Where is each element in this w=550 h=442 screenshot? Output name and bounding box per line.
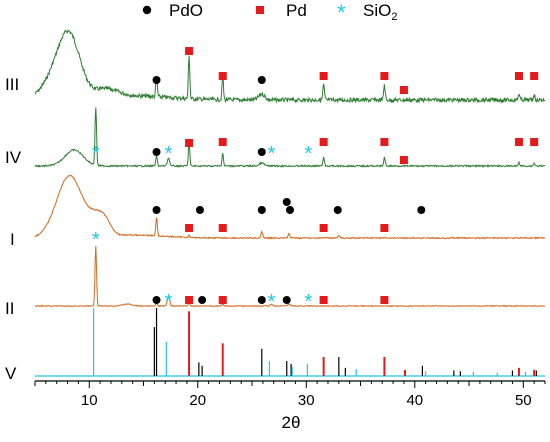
pd-marker bbox=[530, 72, 539, 80]
pd-marker bbox=[399, 86, 408, 94]
series-labels: III IV I II V bbox=[5, 75, 22, 383]
series-label-ii: II bbox=[5, 299, 14, 318]
pd-marker bbox=[399, 156, 408, 164]
pd-marker bbox=[380, 224, 389, 232]
x-axis-label: 2θ bbox=[282, 413, 301, 432]
legend-pd-marker bbox=[256, 6, 264, 14]
pdo-marker bbox=[198, 296, 207, 304]
pd-marker bbox=[218, 224, 227, 232]
sio2-marker: * bbox=[268, 291, 276, 313]
x-tick-label: 40 bbox=[406, 392, 423, 409]
pd-marker bbox=[218, 72, 227, 80]
legend-sio2-label-sub: 2 bbox=[391, 11, 397, 23]
trace-iv bbox=[34, 107, 546, 169]
pdo-marker bbox=[417, 206, 426, 214]
legend-sio2-marker: * bbox=[337, 0, 346, 25]
pdo-marker bbox=[286, 206, 294, 214]
sio2-marker: * bbox=[92, 229, 100, 251]
legend-pdo-label: PdO bbox=[169, 1, 203, 20]
trace-iii bbox=[34, 29, 546, 104]
x-tick-label: 10 bbox=[81, 392, 98, 409]
x-tick-label: 50 bbox=[515, 392, 532, 409]
series-label-iii: III bbox=[5, 75, 19, 94]
pd-marker bbox=[380, 138, 389, 146]
pdo-marker bbox=[257, 206, 266, 214]
pdo-marker bbox=[152, 76, 161, 84]
series-label-v: V bbox=[5, 364, 17, 383]
pdo-marker bbox=[152, 206, 161, 214]
legend-pd-label: Pd bbox=[286, 1, 307, 20]
traces bbox=[34, 29, 546, 308]
pdo-marker bbox=[152, 148, 161, 156]
legend-pdo-marker bbox=[142, 5, 152, 15]
legend-sio2-label-base: SiO bbox=[363, 1, 391, 20]
pd-marker bbox=[319, 296, 328, 304]
x-axis: 10 20 30 40 50 2θ bbox=[34, 380, 546, 432]
x-tick-label: 20 bbox=[189, 392, 206, 409]
pdo-marker bbox=[282, 296, 291, 304]
sio2-marker: * bbox=[305, 291, 313, 313]
x-tick-label: 30 bbox=[298, 392, 315, 409]
pd-marker bbox=[514, 138, 523, 146]
pdo-marker bbox=[195, 206, 204, 214]
pd-marker bbox=[218, 138, 227, 146]
pd-marker bbox=[530, 138, 539, 146]
pd-marker bbox=[185, 47, 194, 55]
series-label-i: I bbox=[10, 230, 15, 249]
series-label-iv: IV bbox=[5, 148, 22, 167]
sio2-marker: * bbox=[165, 291, 173, 313]
sio2-marker: * bbox=[268, 143, 276, 165]
pd-marker bbox=[514, 72, 523, 80]
pd-marker bbox=[319, 224, 328, 232]
sio2-marker: * bbox=[165, 143, 173, 165]
pdo-marker bbox=[282, 198, 291, 206]
x-ticks: 10 20 30 40 50 bbox=[34, 381, 546, 409]
pd-marker bbox=[380, 296, 389, 304]
trace-ii bbox=[35, 245, 546, 308]
pd-marker bbox=[185, 139, 194, 147]
pd-marker bbox=[319, 138, 328, 146]
pdo-marker bbox=[257, 296, 266, 304]
pd-marker bbox=[185, 224, 194, 232]
reference-sticks bbox=[35, 308, 545, 377]
legend: PdO Pd * SiO2 bbox=[142, 0, 397, 25]
pd-marker bbox=[319, 72, 328, 80]
pd-marker bbox=[185, 296, 194, 304]
pdo-marker bbox=[257, 76, 266, 84]
phase-markers: * * * * * * * * bbox=[92, 47, 539, 313]
pd-marker bbox=[218, 296, 227, 304]
trace-i bbox=[34, 174, 546, 240]
sio2-marker: * bbox=[92, 143, 100, 165]
pdo-marker bbox=[257, 148, 266, 156]
legend-sio2-label: SiO2 bbox=[363, 1, 397, 23]
pdo-marker bbox=[152, 296, 161, 304]
pdo-marker bbox=[333, 206, 342, 214]
sio2-marker: * bbox=[305, 143, 313, 165]
pd-marker bbox=[380, 72, 389, 80]
